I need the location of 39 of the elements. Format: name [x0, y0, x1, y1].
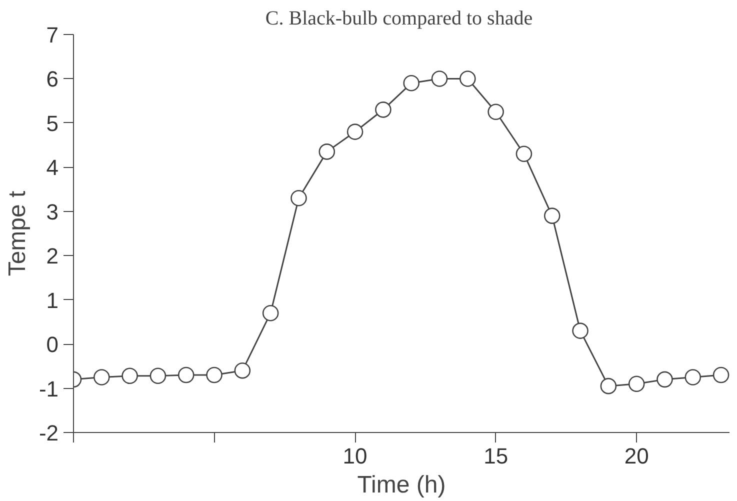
- y-tick-label: 0: [46, 332, 59, 358]
- point: [178, 366, 194, 384]
- point: [656, 371, 673, 388]
- chart-title: C. Black-bulb compared to shade: [265, 8, 533, 30]
- y-tick-label: -2: [38, 420, 58, 446]
- y-tick-label: 7: [46, 22, 59, 48]
- y-tick-label: 2: [46, 244, 59, 269]
- y-tick-label: 1: [46, 288, 59, 313]
- point: [488, 104, 504, 120]
- point: [122, 368, 138, 384]
- point: [544, 208, 560, 224]
- point: [600, 378, 617, 394]
- x-tick-label: 15: [484, 444, 508, 468]
- point: [460, 70, 476, 87]
- point: [712, 366, 730, 384]
- point: [375, 102, 392, 118]
- point: [516, 146, 532, 162]
- point: [150, 368, 166, 384]
- x-axis-title: Time (h): [357, 472, 446, 498]
- y-tick-label: 6: [46, 66, 59, 92]
- y-axis-title: Tempe t: [4, 190, 31, 276]
- point: [346, 124, 364, 140]
- point: [262, 304, 279, 322]
- point: [318, 144, 336, 160]
- y-tick-label: 5: [46, 110, 59, 136]
- point: [234, 362, 251, 379]
- point: [572, 322, 588, 339]
- y-tick-label: 3: [46, 199, 59, 224]
- point: [94, 369, 110, 386]
- point: [628, 376, 645, 392]
- x-tick-label: 20: [624, 444, 649, 468]
- point: [403, 75, 420, 92]
- point: [431, 70, 448, 87]
- y-tick-label: -1: [38, 376, 58, 402]
- point: [290, 190, 307, 206]
- point: [206, 366, 222, 384]
- point: [684, 369, 702, 386]
- x-tick-label: 10: [342, 444, 368, 468]
- y-tick-label: 4: [46, 155, 59, 180]
